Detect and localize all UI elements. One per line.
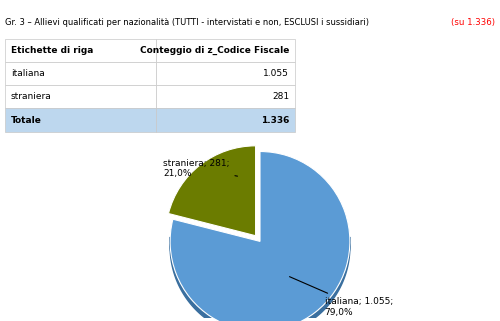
Bar [156, 62, 295, 85]
Bar [156, 85, 295, 108]
Text: 281: 281 [272, 92, 289, 101]
Text: Conteggio di z_Codice Fiscale: Conteggio di z_Codice Fiscale [140, 46, 289, 55]
Text: 1.055: 1.055 [264, 69, 289, 78]
Text: straniera: straniera [11, 92, 51, 101]
Bar [5, 108, 156, 132]
Text: italiana: italiana [11, 69, 44, 78]
Bar [156, 39, 295, 62]
Bar [5, 39, 156, 62]
Text: italiana; 1.055;
79,0%: italiana; 1.055; 79,0% [290, 277, 393, 317]
Text: straniera; 281;
21,0%: straniera; 281; 21,0% [163, 159, 238, 178]
Text: Gr. 3 – Allievi qualificati per nazionalità (TUTTI - intervistati e non, ESCLUSI: Gr. 3 – Allievi qualificati per nazional… [5, 18, 369, 27]
Polygon shape [170, 237, 350, 321]
Text: (su 1.336): (su 1.336) [451, 18, 495, 27]
Bar [5, 85, 156, 108]
Text: Totale: Totale [11, 116, 42, 125]
Wedge shape [170, 152, 350, 321]
Wedge shape [168, 146, 256, 236]
Text: Etichette di riga: Etichette di riga [11, 46, 93, 55]
Text: 1.336: 1.336 [261, 116, 289, 125]
Bar [156, 108, 295, 132]
Bar [5, 62, 156, 85]
